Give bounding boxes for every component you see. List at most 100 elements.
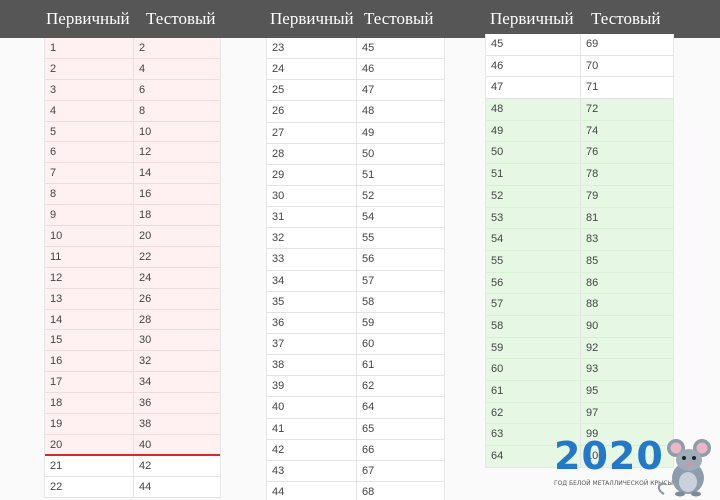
table-row: 60 93 bbox=[486, 359, 673, 381]
test-score-cell: 42 bbox=[139, 459, 152, 472]
table-row: 51 78 bbox=[486, 164, 673, 186]
primary-score-cell: 40 bbox=[272, 401, 285, 414]
primary-score-cell: 43 bbox=[272, 464, 285, 477]
column-divider bbox=[356, 439, 357, 460]
primary-score-cell: 46 bbox=[491, 59, 504, 72]
test-score-cell: 99 bbox=[586, 428, 599, 441]
test-score-cell: 38 bbox=[139, 418, 152, 431]
table-row: 29 51 bbox=[267, 164, 444, 186]
primary-score-cell: 12 bbox=[50, 271, 63, 284]
test-score-cell: 66 bbox=[362, 443, 375, 456]
column-divider bbox=[356, 312, 357, 333]
test-score-cell: 90 bbox=[586, 319, 599, 332]
primary-score-cell: 11 bbox=[50, 250, 62, 263]
primary-score-cell: 42 bbox=[272, 443, 285, 456]
test-score-cell: 79 bbox=[586, 189, 599, 202]
test-score-cell: 100 bbox=[586, 450, 605, 463]
test-score-cell: 8 bbox=[139, 104, 146, 117]
test-score-cell: 49 bbox=[362, 126, 375, 139]
table-row: 12 24 bbox=[45, 267, 220, 289]
table-row: 57 88 bbox=[486, 294, 673, 316]
primary-score-cell: 1 bbox=[50, 42, 57, 54]
primary-score-cell: 10 bbox=[50, 230, 63, 243]
test-score-cell: 51 bbox=[362, 168, 375, 181]
table-row: 40 64 bbox=[267, 397, 444, 419]
column-divider bbox=[356, 418, 357, 439]
test-score-cell: 68 bbox=[362, 485, 375, 498]
table-row: 31 54 bbox=[267, 207, 444, 229]
score-table-1: 1 2 2 4 3 6 4 8 5 10 6 12 7 14 8 16 9 18 10 20 11 22 12 24 13 26 1… bbox=[44, 38, 221, 498]
primary-score-cell: 60 bbox=[491, 363, 504, 376]
column-divider bbox=[580, 337, 581, 359]
table-row: 14 28 bbox=[45, 309, 220, 331]
table-row: 28 50 bbox=[267, 143, 444, 165]
column-divider bbox=[133, 184, 134, 205]
table-row: 15 30 bbox=[45, 330, 220, 352]
primary-score-cell: 28 bbox=[272, 147, 285, 160]
column-divider bbox=[356, 185, 357, 207]
column-divider bbox=[133, 309, 134, 330]
primary-score-cell: 41 bbox=[272, 422, 285, 435]
test-score-cell: 59 bbox=[362, 316, 375, 329]
test-score-cell: 4 bbox=[139, 62, 146, 75]
table-row: 35 58 bbox=[267, 291, 444, 313]
test-score-cell: 74 bbox=[586, 124, 599, 137]
test-score-cell: 2 bbox=[139, 42, 146, 54]
primary-score-cell: 62 bbox=[491, 406, 504, 419]
column-divider bbox=[580, 34, 581, 55]
test-score-cell: 60 bbox=[362, 337, 375, 350]
table-row: 6 12 bbox=[45, 142, 220, 164]
test-score-cell: 24 bbox=[139, 271, 152, 284]
column-divider bbox=[133, 79, 134, 100]
test-score-cell: 70 bbox=[586, 59, 599, 72]
column-header-primary: Первичный bbox=[490, 9, 574, 28]
primary-score-cell: 25 bbox=[272, 84, 285, 97]
primary-score-cell: 16 bbox=[50, 355, 63, 368]
test-score-cell: 71 bbox=[586, 81, 599, 94]
primary-score-cell: 18 bbox=[50, 397, 63, 410]
primary-score-cell: 23 bbox=[272, 42, 285, 54]
primary-score-cell: 36 bbox=[272, 316, 285, 329]
column-divider bbox=[356, 355, 357, 376]
table-row: 5 10 bbox=[45, 121, 220, 143]
mouse-icon bbox=[658, 439, 711, 497]
test-score-cell: 95 bbox=[586, 385, 599, 397]
logo-year: 2020 bbox=[554, 434, 664, 478]
test-score-cell: 58 bbox=[362, 295, 375, 308]
column-divider bbox=[133, 476, 134, 497]
test-score-cell: 48 bbox=[362, 105, 375, 118]
primary-score-cell: 5 bbox=[50, 125, 57, 138]
test-score-cell: 67 bbox=[362, 464, 375, 477]
primary-score-cell: 19 bbox=[50, 418, 63, 431]
test-score-cell: 18 bbox=[139, 209, 152, 222]
column-divider bbox=[133, 414, 134, 434]
primary-score-cell: 26 bbox=[272, 105, 285, 118]
primary-score-cell: 39 bbox=[272, 380, 285, 393]
column-divider bbox=[356, 101, 357, 122]
column-divider bbox=[356, 143, 357, 164]
table-row: 47 71 bbox=[486, 77, 673, 100]
primary-score-cell: 61 bbox=[491, 385, 504, 397]
primary-score-cell: 44 bbox=[272, 485, 285, 498]
column-divider bbox=[133, 455, 134, 476]
column-divider bbox=[580, 77, 581, 99]
test-score-cell: 10 bbox=[139, 125, 152, 138]
column-divider bbox=[356, 80, 357, 101]
column-divider bbox=[580, 207, 581, 229]
test-score-cell: 32 bbox=[139, 355, 152, 368]
test-score-cell: 92 bbox=[586, 341, 599, 354]
test-score-cell: 12 bbox=[139, 146, 152, 159]
test-score-cell: 69 bbox=[586, 38, 599, 50]
test-score-cell: 45 bbox=[362, 42, 375, 54]
table-row: 10 20 bbox=[45, 226, 220, 247]
table-row: 55 85 bbox=[486, 250, 673, 273]
table-row: 25 47 bbox=[267, 80, 444, 102]
table-row: 34 57 bbox=[267, 270, 444, 292]
table-row: 22 44 bbox=[45, 476, 220, 498]
table-row: 46 70 bbox=[486, 55, 673, 78]
column-divider bbox=[580, 424, 581, 446]
score-table-3: 45 69 46 70 47 71 48 72 49 74 50 76 51 78 52 79 53 81 54 83… bbox=[485, 34, 674, 468]
primary-score-cell: 48 bbox=[491, 103, 504, 116]
